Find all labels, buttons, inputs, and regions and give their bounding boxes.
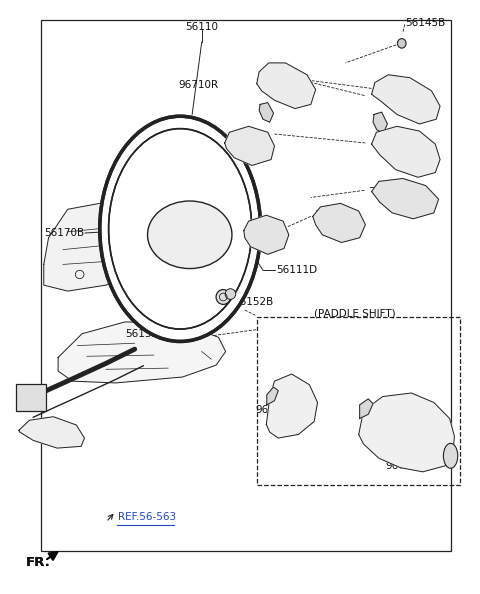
Text: (PADDLE SHIFT): (PADDLE SHIFT) (314, 309, 396, 318)
Polygon shape (359, 393, 455, 472)
Text: 56170B: 56170B (44, 228, 84, 238)
Text: 96770R: 96770R (256, 405, 296, 415)
Polygon shape (266, 374, 318, 438)
Polygon shape (372, 127, 440, 177)
Bar (41, 20, 451, 551)
Ellipse shape (100, 116, 261, 342)
Ellipse shape (108, 129, 252, 329)
Polygon shape (58, 322, 226, 383)
Polygon shape (257, 63, 316, 109)
Text: 56171D: 56171D (199, 233, 240, 243)
Ellipse shape (397, 39, 406, 48)
Polygon shape (267, 387, 278, 405)
Ellipse shape (444, 443, 458, 468)
Text: 56991C: 56991C (376, 138, 417, 148)
Polygon shape (373, 112, 387, 132)
Ellipse shape (147, 201, 232, 268)
Polygon shape (372, 178, 439, 219)
Bar (257, 317, 460, 485)
Text: 56152C: 56152C (125, 328, 166, 339)
Text: 96710L: 96710L (376, 87, 415, 97)
Polygon shape (225, 127, 275, 166)
Polygon shape (372, 75, 440, 124)
Polygon shape (259, 103, 274, 122)
Polygon shape (313, 203, 365, 242)
Text: 56175R: 56175R (142, 143, 182, 153)
Polygon shape (44, 202, 163, 291)
Polygon shape (360, 399, 373, 419)
Text: FR.: FR. (25, 556, 50, 569)
Bar (16, 384, 46, 411)
Text: 96710R: 96710R (179, 80, 218, 90)
Ellipse shape (216, 290, 230, 304)
Ellipse shape (225, 289, 236, 299)
Polygon shape (244, 215, 289, 254)
Polygon shape (19, 417, 84, 448)
Text: 56171C: 56171C (314, 210, 355, 220)
Text: REF.56-563: REF.56-563 (118, 513, 176, 523)
Text: 56110: 56110 (185, 23, 218, 32)
Text: 56111D: 56111D (276, 266, 317, 276)
Text: 96770L: 96770L (386, 461, 424, 471)
Text: 56152B: 56152B (233, 297, 273, 307)
Text: FR.: FR. (25, 556, 50, 569)
Text: 56145B: 56145B (405, 18, 445, 28)
Text: 56175L: 56175L (376, 184, 415, 194)
